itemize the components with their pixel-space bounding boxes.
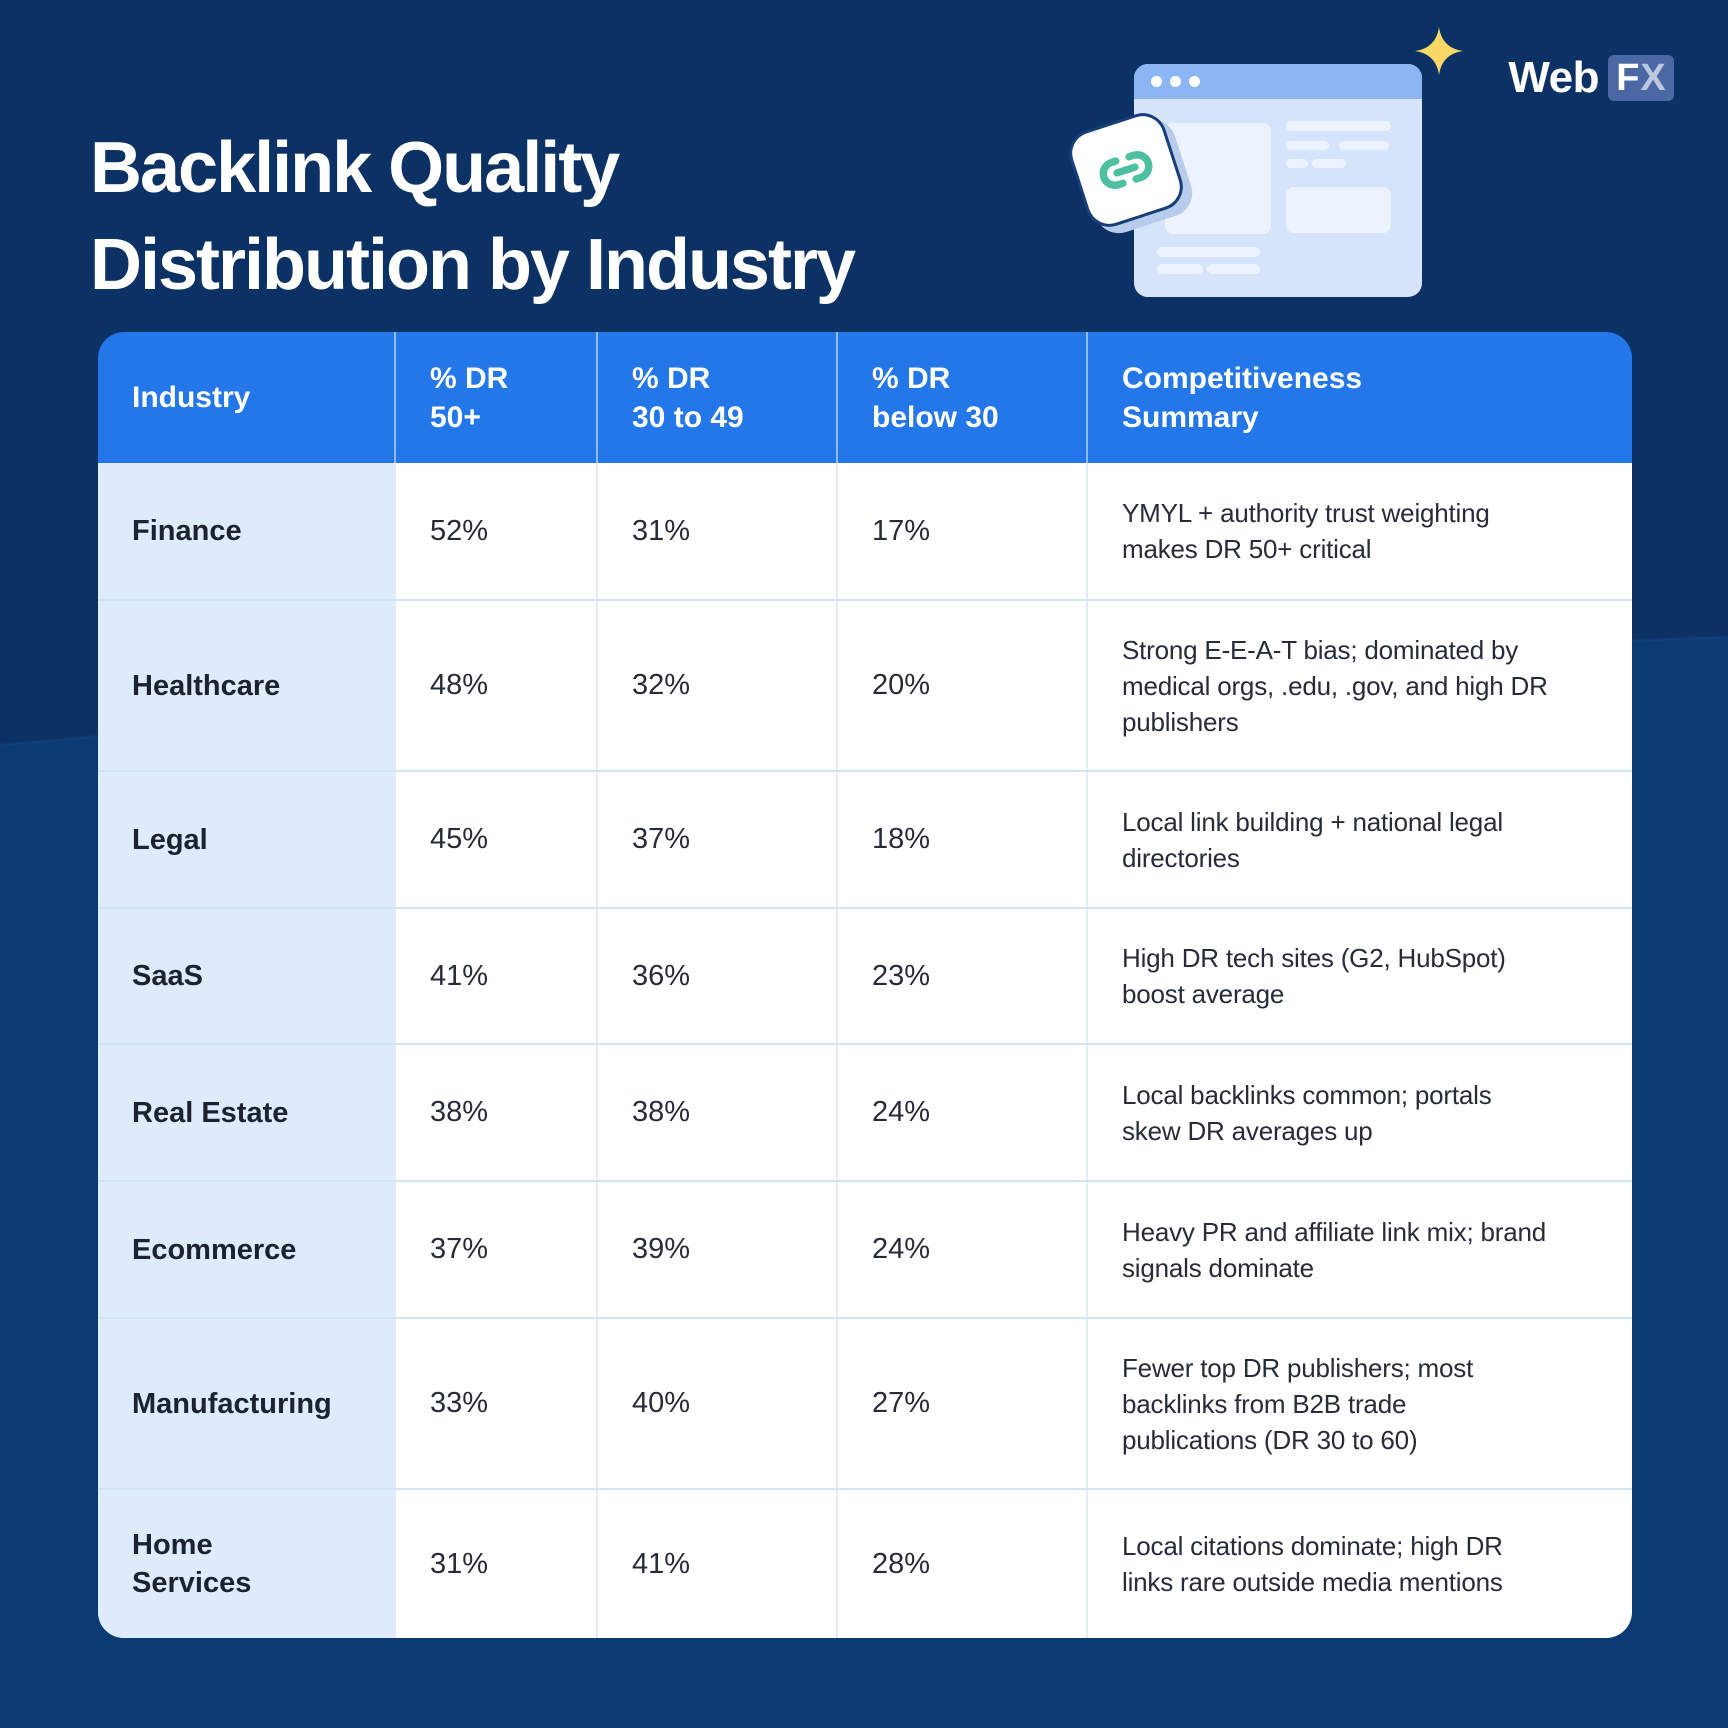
browser-dot: [1189, 76, 1200, 87]
cell-dr-50-plus: 52%: [396, 463, 598, 599]
skeleton-line: [1286, 159, 1308, 168]
cell-dr-below-30: 24%: [838, 1182, 1088, 1317]
cell-dr-below-30: 23%: [838, 909, 1088, 1043]
cell-summary: High DR tech sites (G2, HubSpot) boost a…: [1122, 943, 1506, 1009]
cell-summary: Heavy PR and affiliate link mix; brand s…: [1122, 1216, 1547, 1283]
webfx-logo-word: Web: [1508, 53, 1599, 102]
webfx-logo-badge: F X: [1608, 55, 1674, 101]
table-header-row: Industry % DR 50+ % DR 30 to 49 % DR bel…: [98, 332, 1632, 463]
cell-dr-50-plus: 37%: [396, 1182, 598, 1317]
skeleton-line: [1339, 141, 1389, 150]
column-header-dr-30-to-49: % DR 30 to 49: [598, 332, 838, 463]
cell-dr-50-plus: 33%: [396, 1319, 598, 1488]
cell-dr-below-30: 20%: [838, 601, 1088, 770]
cell-dr-30-to-49: 39%: [598, 1182, 838, 1317]
cell-industry: Manufacturing: [98, 1319, 396, 1488]
cell-summary: Local link building + national legal dir…: [1122, 806, 1503, 873]
table-row: Healthcare 48% 32% 20% Strong E-E-A-T bi…: [98, 599, 1632, 770]
table-row: Legal 45% 37% 18% Local link building + …: [98, 770, 1632, 907]
webfx-logo: Web F X: [1508, 53, 1674, 103]
page-title: Backlink Quality Distribution by Industr…: [90, 128, 856, 306]
table-row: Finance 52% 31% 17% YMYL + authority tru…: [98, 463, 1632, 599]
browser-dot: [1151, 76, 1162, 87]
content-placeholder-block: [1165, 123, 1271, 234]
cell-dr-below-30: 17%: [838, 463, 1088, 599]
link-icon: [1099, 151, 1153, 189]
cell-dr-30-to-49: 36%: [598, 909, 838, 1043]
cell-industry: Home Services: [98, 1490, 396, 1638]
cell-dr-30-to-49: 38%: [598, 1045, 838, 1180]
table-row: SaaS 41% 36% 23% High DR tech sites (G2,…: [98, 907, 1632, 1043]
cell-industry: Ecommerce: [98, 1182, 396, 1317]
cell-dr-below-30: 18%: [838, 772, 1088, 907]
table-row: Manufacturing 33% 40% 27% Fewer top DR p…: [98, 1317, 1632, 1488]
column-header-summary: Competitiveness Summary: [1122, 361, 1363, 434]
skeleton-line: [1286, 141, 1329, 150]
cell-industry: Healthcare: [98, 601, 396, 770]
browser-dot: [1170, 76, 1181, 87]
table-row: Ecommerce 37% 39% 24% Heavy PR and affil…: [98, 1180, 1632, 1317]
skeleton-line: [1286, 121, 1391, 131]
skeleton-line: [1312, 159, 1346, 168]
column-header-industry: Industry: [98, 332, 396, 463]
cell-industry: Legal: [98, 772, 396, 907]
cell-summary: Strong E-E-A-T bias; dominated by medica…: [1122, 634, 1548, 737]
cell-dr-below-30: 24%: [838, 1045, 1088, 1180]
cell-dr-50-plus: 45%: [396, 772, 598, 907]
cell-dr-50-plus: 31%: [396, 1490, 598, 1638]
cell-industry: Finance: [98, 463, 396, 599]
cell-summary: YMYL + authority trust weighting makes D…: [1122, 498, 1490, 564]
cell-industry: Real Estate: [98, 1045, 396, 1180]
webfx-logo-x: X: [1640, 57, 1666, 99]
cell-summary: Fewer top DR publishers; most backlinks …: [1122, 1352, 1474, 1455]
link-badge: [1062, 106, 1190, 234]
cell-summary: Local backlinks common; portals skew DR …: [1122, 1079, 1492, 1146]
cell-dr-50-plus: 38%: [396, 1045, 598, 1180]
cell-dr-50-plus: 41%: [396, 909, 598, 1043]
cell-dr-30-to-49: 41%: [598, 1490, 838, 1638]
backlink-quality-table: Industry % DR 50+ % DR 30 to 49 % DR bel…: [98, 332, 1632, 1638]
table-row: Home Services 31% 41% 28% Local citation…: [98, 1488, 1632, 1638]
browser-titlebar: [1134, 64, 1422, 99]
cell-dr-30-to-49: 32%: [598, 601, 838, 770]
column-header-dr-50-plus: % DR 50+: [396, 332, 598, 463]
cell-dr-30-to-49: 31%: [598, 463, 838, 599]
content-placeholder-block: [1286, 187, 1391, 233]
cell-dr-30-to-49: 40%: [598, 1319, 838, 1488]
column-header-dr-below-30: % DR below 30: [838, 332, 1088, 463]
webfx-logo-f: F: [1616, 57, 1640, 99]
cell-industry: SaaS: [98, 909, 396, 1043]
cell-summary: Local citations dominate; high DR links …: [1122, 1531, 1503, 1597]
skeleton-line: [1157, 247, 1260, 257]
cell-dr-50-plus: 48%: [396, 601, 598, 770]
skeleton-line: [1207, 264, 1260, 274]
cell-dr-below-30: 28%: [838, 1490, 1088, 1638]
cell-dr-30-to-49: 37%: [598, 772, 838, 907]
cell-dr-below-30: 27%: [838, 1319, 1088, 1488]
skeleton-line: [1157, 264, 1203, 274]
sparkle-icon: [1415, 27, 1463, 75]
table-row: Real Estate 38% 38% 24% Local backlinks …: [98, 1043, 1632, 1180]
